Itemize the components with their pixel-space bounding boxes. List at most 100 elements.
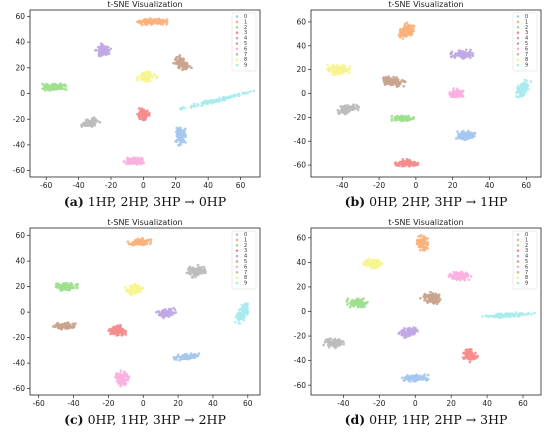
data-point bbox=[397, 164, 401, 168]
data-point bbox=[191, 266, 195, 270]
data-point bbox=[141, 72, 145, 76]
data-point bbox=[147, 70, 151, 73]
data-point bbox=[351, 298, 354, 302]
data-point bbox=[374, 264, 378, 268]
data-point bbox=[241, 92, 245, 95]
data-point bbox=[137, 107, 141, 110]
y-tick-label: 0 bbox=[301, 89, 306, 98]
tsne-chart: t-SNE Visualization-40 -20 0 20 40 60-60-40-2… bbox=[294, 0, 542, 209]
data-point bbox=[118, 380, 122, 384]
data-point bbox=[433, 295, 436, 299]
data-point bbox=[134, 156, 137, 160]
y-tick-label: 0 bbox=[20, 89, 25, 98]
data-point bbox=[405, 157, 409, 161]
data-point bbox=[48, 89, 52, 92]
data-point bbox=[461, 89, 465, 93]
data-point bbox=[109, 47, 113, 51]
data-point bbox=[461, 129, 465, 133]
legend-entry: 3 bbox=[525, 30, 528, 36]
data-point bbox=[410, 28, 413, 32]
data-point bbox=[159, 22, 163, 26]
legend-marker bbox=[235, 260, 239, 263]
legend-marker bbox=[235, 31, 239, 34]
y-tick-label: -60 bbox=[294, 161, 306, 170]
data-point bbox=[106, 48, 110, 52]
x-tick-label: -40 bbox=[337, 399, 349, 408]
data-point bbox=[119, 369, 123, 373]
legend-marker bbox=[235, 276, 239, 279]
data-point bbox=[59, 87, 62, 91]
data-point bbox=[411, 164, 415, 167]
data-point bbox=[467, 132, 471, 136]
data-point bbox=[469, 275, 473, 278]
data-point bbox=[124, 333, 127, 336]
panel-c: t-SNE Visualization -60 -40 -20 0 20 40 60 -60 -4… bbox=[0, 218, 269, 434]
data-point bbox=[530, 312, 533, 316]
data-point bbox=[136, 283, 140, 287]
legend-marker bbox=[235, 36, 239, 40]
data-point bbox=[94, 49, 97, 52]
data-point bbox=[189, 272, 192, 276]
data-point bbox=[242, 310, 245, 314]
legend-entry: 2 bbox=[525, 25, 528, 31]
data-point bbox=[456, 130, 459, 134]
legend-entry: 2 bbox=[244, 25, 247, 31]
data-point bbox=[333, 72, 337, 76]
data-point bbox=[450, 276, 454, 280]
data-point bbox=[105, 45, 108, 49]
x-tick-label: 20 bbox=[448, 181, 458, 190]
data-point bbox=[457, 272, 461, 276]
chart-title: t-SNE Visualization bbox=[107, 218, 182, 227]
legend-entry: 9 bbox=[525, 281, 528, 287]
data-point bbox=[408, 164, 412, 167]
cluster-6 bbox=[447, 270, 473, 282]
legend-marker bbox=[516, 254, 520, 258]
data-point bbox=[354, 303, 358, 307]
data-point bbox=[516, 95, 519, 99]
data-point bbox=[203, 267, 206, 271]
data-point bbox=[172, 355, 176, 359]
data-point bbox=[213, 100, 217, 104]
scatter-points bbox=[322, 233, 536, 383]
data-point bbox=[397, 82, 401, 85]
data-point bbox=[146, 109, 149, 113]
y-tick-label: -20 bbox=[294, 332, 306, 341]
legend-entry: 0 bbox=[244, 14, 247, 20]
legend-entry: 3 bbox=[244, 30, 247, 36]
legend-marker bbox=[516, 26, 520, 29]
data-point bbox=[62, 284, 65, 287]
data-point bbox=[416, 375, 420, 378]
x-tick-label: 20 bbox=[446, 399, 456, 408]
data-point bbox=[369, 259, 373, 263]
data-point bbox=[138, 158, 142, 162]
data-point bbox=[517, 84, 520, 88]
legend-entry: 9 bbox=[244, 63, 247, 69]
legend-marker bbox=[235, 15, 239, 18]
data-point bbox=[384, 80, 388, 84]
cluster-7 bbox=[185, 263, 207, 279]
legend-marker bbox=[516, 36, 520, 40]
data-point bbox=[352, 305, 356, 308]
data-point bbox=[334, 65, 337, 69]
data-point bbox=[516, 90, 520, 94]
data-point bbox=[497, 315, 501, 319]
data-point bbox=[103, 49, 107, 52]
legend-entry: 1 bbox=[525, 237, 528, 243]
cluster-1 bbox=[136, 17, 169, 27]
data-point bbox=[117, 382, 120, 386]
data-point bbox=[454, 137, 458, 140]
data-point bbox=[226, 95, 230, 99]
data-point bbox=[339, 70, 343, 74]
data-point bbox=[412, 376, 416, 379]
data-point bbox=[140, 107, 144, 110]
data-point bbox=[467, 357, 470, 361]
legend-entry: 8 bbox=[244, 275, 247, 281]
data-point bbox=[456, 92, 460, 96]
data-point bbox=[338, 111, 342, 115]
data-point bbox=[474, 351, 477, 355]
data-point bbox=[426, 247, 429, 250]
data-point bbox=[184, 67, 188, 71]
data-point bbox=[346, 104, 350, 107]
data-point bbox=[341, 339, 344, 343]
